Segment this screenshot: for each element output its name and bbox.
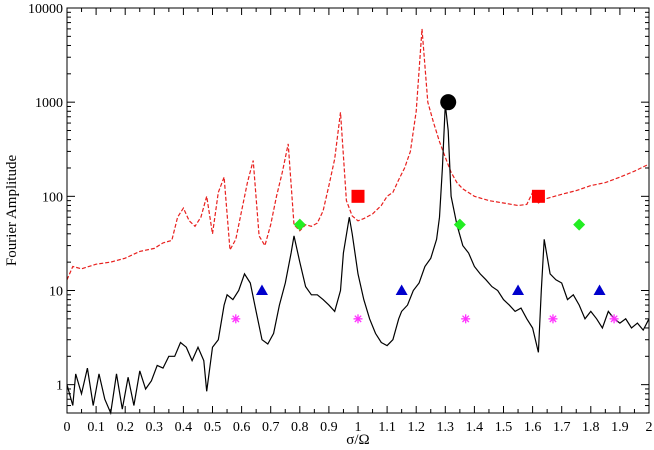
x-tick-label: 0.7 xyxy=(262,420,280,435)
solid-series-line xyxy=(66,104,650,416)
triangle-marker xyxy=(395,284,408,295)
y-tick-label: 100 xyxy=(42,190,63,205)
x-tick-label: 0.2 xyxy=(116,420,134,435)
x-tick-label: 0.5 xyxy=(204,420,222,435)
x-axis-label: σ/Ω xyxy=(346,432,369,448)
x-axis: 0 0.1 0.2 0.3 0.4 0.5 0.6 0.7 0.8 0.9 1 1.1 1.2 1.3 1.… xyxy=(64,8,653,435)
y-tick-label: 10 xyxy=(49,284,63,299)
square-marker xyxy=(531,189,545,203)
y-tick-label: 1000 xyxy=(35,96,63,111)
circle-marker xyxy=(440,94,457,111)
dashed-series-line xyxy=(66,28,650,281)
x-tick-label: 1.9 xyxy=(611,420,629,435)
y-tick-label: 1 xyxy=(56,379,63,394)
y-axis-label: Fourier Amplitude xyxy=(4,155,20,267)
star-marker xyxy=(461,314,471,324)
x-tick-label: 0.1 xyxy=(87,420,105,435)
diamond-marker xyxy=(453,218,466,231)
x-tick-label: 1.2 xyxy=(407,420,425,435)
star-marker xyxy=(231,314,241,324)
plot-frame xyxy=(66,7,650,414)
star-marker xyxy=(353,314,363,324)
x-tick-label: 1.8 xyxy=(582,420,600,435)
plot-markers xyxy=(231,94,619,324)
diamond-marker xyxy=(293,218,306,231)
x-tick-label: 1.5 xyxy=(495,420,513,435)
x-tick-label: 0.8 xyxy=(291,420,309,435)
x-tick-label: 2 xyxy=(646,420,653,435)
y-axis: 1 10 100 1000 10000 xyxy=(28,2,649,414)
x-tick-label: 1.4 xyxy=(466,420,484,435)
square-marker xyxy=(351,189,365,203)
x-tick-label: 0.3 xyxy=(146,420,164,435)
y-tick-label: 10000 xyxy=(28,2,63,17)
x-tick-label: 0 xyxy=(64,420,71,435)
triangle-marker xyxy=(593,284,606,295)
x-tick-label: 0.4 xyxy=(175,420,193,435)
x-tick-label: 1.7 xyxy=(553,420,571,435)
plot-series xyxy=(66,28,650,416)
triangle-marker xyxy=(255,284,268,295)
x-tick-label: 1 xyxy=(355,420,362,435)
triangle-marker xyxy=(512,284,525,295)
diamond-marker xyxy=(573,218,586,231)
x-tick-label: 1.6 xyxy=(524,420,542,435)
x-tick-label: 0.6 xyxy=(233,420,251,435)
x-tick-label: 1.3 xyxy=(437,420,455,435)
x-tick-label: 1.1 xyxy=(378,420,396,435)
x-tick-label: 0.9 xyxy=(320,420,338,435)
star-marker xyxy=(548,314,558,324)
star-marker xyxy=(609,314,619,324)
